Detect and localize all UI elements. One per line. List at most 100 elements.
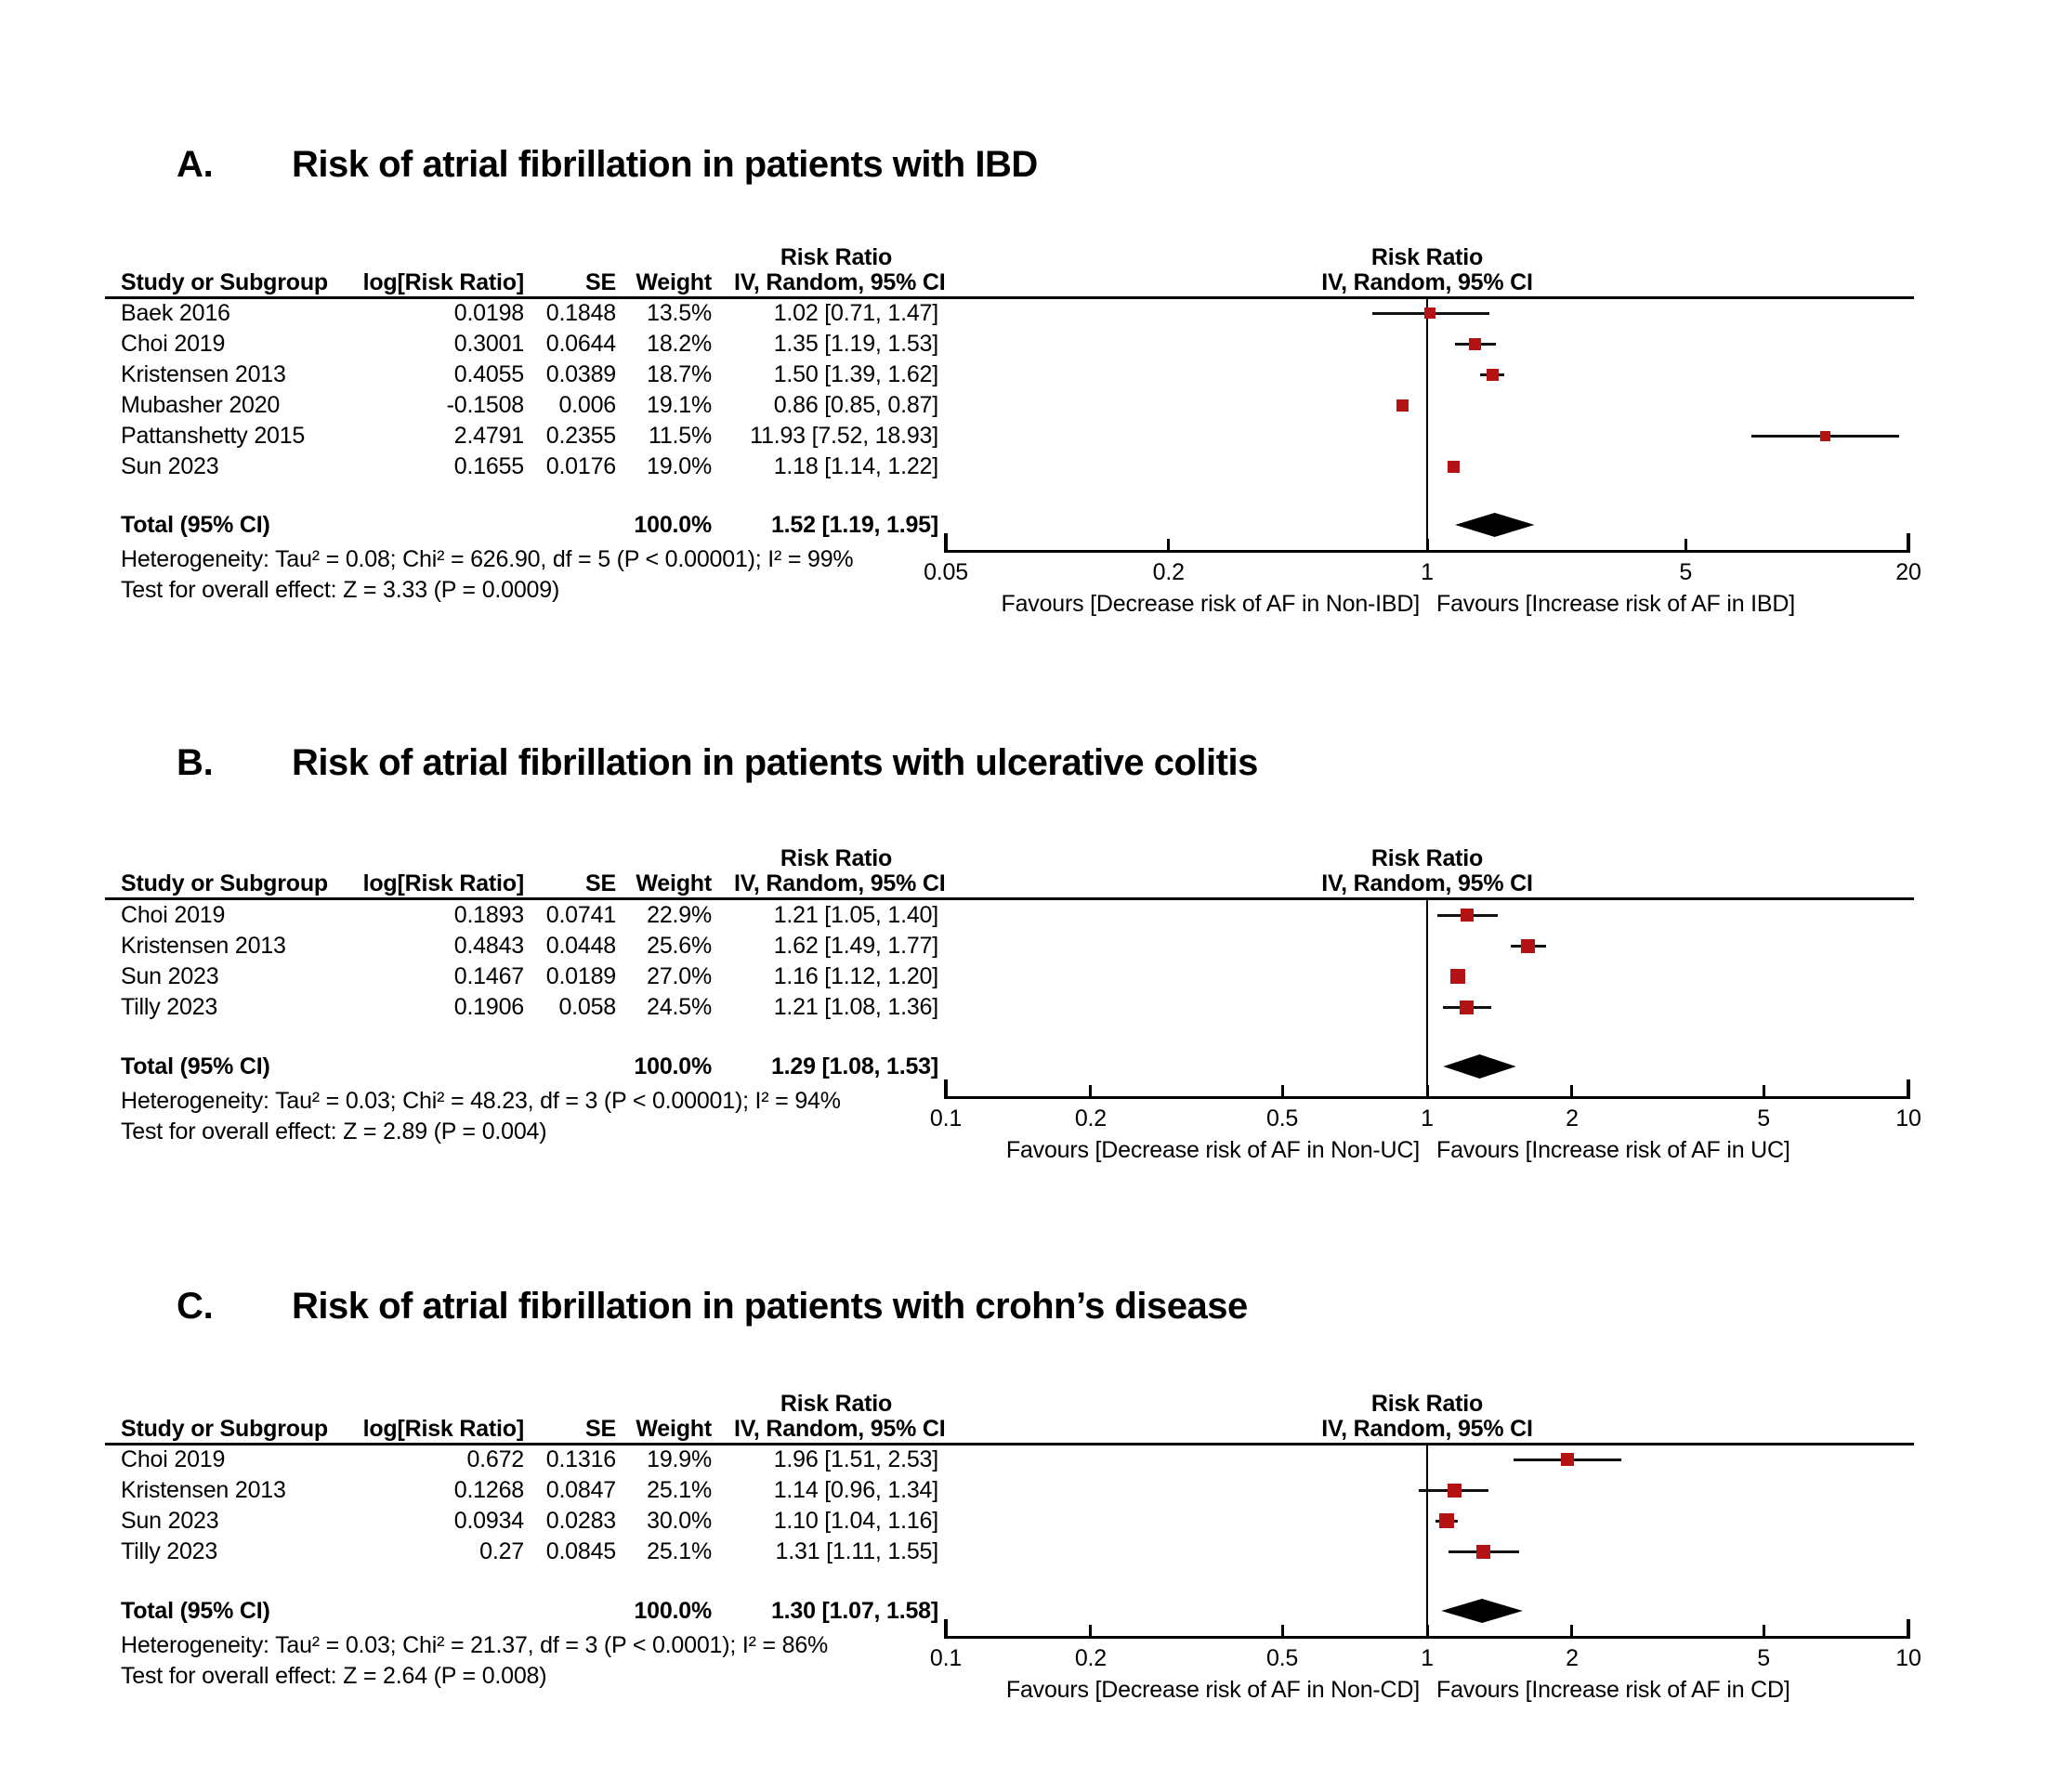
axis-tick-label: 5	[1757, 1645, 1770, 1671]
axis-tick-label: 1	[1421, 559, 1434, 585]
study-log-rr: 0.3001	[453, 331, 524, 357]
axis-tick	[1167, 539, 1171, 553]
study-log-rr: 0.1655	[453, 453, 524, 479]
study-log-rr: 0.0934	[453, 1508, 524, 1534]
axis-tick-label: 0.1	[929, 1105, 963, 1131]
study-ci-text: 1.62 [1.49, 1.77]	[773, 933, 939, 959]
axis-tick-label: 10	[1895, 1105, 1921, 1131]
study-name: Pattanshetty 2015	[121, 423, 306, 449]
axis-tick	[1570, 1085, 1574, 1099]
study-se: 0.2355	[545, 423, 616, 449]
col-header-weight: Weight	[636, 870, 712, 896]
axis-tick	[1280, 1085, 1284, 1099]
panel-title: Risk of atrial fibrillation in patients …	[292, 1286, 1248, 1327]
axis-tick	[1425, 539, 1429, 553]
effect-square	[1820, 430, 1831, 441]
axis-tick-label: 0.2	[1074, 1105, 1107, 1131]
axis-tick-label: 2	[1566, 1645, 1579, 1671]
panel-title: Risk of atrial fibrillation in patients …	[292, 144, 1038, 185]
col-header-method-right: IV, Random, 95% CI	[1321, 1416, 1533, 1442]
axis-tick	[1907, 533, 1910, 553]
favours-left-label: Favours [Decrease risk of AF in Non-IBD]	[1001, 591, 1421, 617]
study-se: 0.0389	[545, 361, 616, 387]
study-log-rr: 0.4055	[453, 361, 524, 387]
overall-effect-text: Test for overall effect: Z = 2.89 (P = 0…	[121, 1118, 547, 1145]
study-ci-text: 11.93 [7.52, 18.93]	[750, 423, 938, 449]
col-header-study: Study or Subgroup	[121, 870, 328, 896]
col-header-method-right: IV, Random, 95% CI	[1321, 870, 1533, 896]
study-se: 0.006	[558, 392, 616, 418]
axis-tick	[1280, 1625, 1284, 1639]
total-ci-text: 1.52 [1.19, 1.95]	[770, 512, 938, 538]
study-weight: 13.5%	[647, 300, 712, 326]
study-name: Choi 2019	[121, 902, 226, 928]
axis-tick-label: 1	[1421, 1105, 1434, 1131]
study-weight: 18.2%	[647, 331, 712, 357]
favours-right-label: Favours [Increase risk of AF in UC]	[1436, 1137, 1790, 1163]
study-ci-text: 1.02 [0.71, 1.47]	[773, 300, 939, 326]
axis-tick	[1425, 1625, 1429, 1639]
study-log-rr: 0.672	[466, 1446, 524, 1472]
total-label: Total (95% CI)	[121, 1598, 270, 1624]
axis-tick	[944, 1619, 948, 1639]
heterogeneity-text: Heterogeneity: Tau² = 0.03; Chi² = 21.37…	[121, 1632, 829, 1658]
effect-square	[1476, 1544, 1491, 1559]
favours-right-label: Favours [Increase risk of AF in CD]	[1436, 1677, 1790, 1703]
study-name: Kristensen 2013	[121, 933, 286, 959]
col-header-effect-right: Risk Ratio	[1370, 1391, 1484, 1417]
col-header-weight: Weight	[636, 1416, 712, 1442]
effect-square	[1424, 307, 1436, 319]
study-ci-text: 1.10 [1.04, 1.16]	[773, 1508, 939, 1534]
panel-label: B.	[177, 742, 214, 783]
header-separator	[105, 897, 1914, 900]
axis-tick	[1089, 1625, 1093, 1639]
study-name: Baek 2016	[121, 300, 230, 326]
study-se: 0.0847	[545, 1477, 616, 1503]
study-se: 0.0845	[545, 1538, 616, 1564]
total-label: Total (95% CI)	[121, 512, 270, 538]
study-weight: 18.7%	[647, 361, 712, 387]
study-log-rr: 2.4791	[453, 423, 524, 449]
axis-tick-label: 20	[1895, 559, 1921, 585]
axis-tick-label: 5	[1679, 559, 1693, 585]
study-name: Tilly 2023	[121, 1538, 218, 1564]
study-ci-text: 0.86 [0.85, 0.87]	[773, 392, 939, 418]
axis-tick-label: 0.5	[1265, 1105, 1299, 1131]
effect-square	[1486, 368, 1499, 381]
col-header-weight: Weight	[636, 269, 712, 295]
favours-left-label: Favours [Decrease risk of AF in Non-UC]	[1005, 1137, 1420, 1163]
study-ci-text: 1.18 [1.14, 1.22]	[773, 453, 939, 479]
study-name: Kristensen 2013	[121, 1477, 286, 1503]
study-log-rr: 0.1906	[453, 994, 524, 1020]
study-name: Sun 2023	[121, 453, 219, 479]
study-weight: 19.1%	[647, 392, 712, 418]
panel-label: A.	[177, 144, 214, 185]
axis-tick	[1907, 1079, 1910, 1099]
study-log-rr: 0.1893	[453, 902, 524, 928]
axis-tick-label: 0.2	[1074, 1645, 1107, 1671]
study-name: Choi 2019	[121, 331, 226, 357]
axis-tick-label: 0.1	[929, 1645, 963, 1671]
study-ci-text: 1.50 [1.39, 1.62]	[773, 361, 939, 387]
study-se: 0.0283	[545, 1508, 616, 1534]
axis-tick	[1570, 1625, 1574, 1639]
panel-title: Risk of atrial fibrillation in patients …	[292, 742, 1258, 783]
col-header-se: SE	[585, 870, 616, 896]
axis-tick-label: 0.2	[1152, 559, 1185, 585]
axis-tick-label: 0.05	[924, 559, 968, 585]
effect-square	[1561, 1453, 1575, 1466]
study-weight: 24.5%	[647, 994, 712, 1020]
col-header-effect-right: Risk Ratio	[1370, 845, 1484, 871]
axis-tick	[944, 533, 948, 553]
study-weight: 25.1%	[647, 1538, 712, 1564]
col-header-effect-left: Risk Ratio	[780, 244, 893, 270]
no-effect-line	[1426, 900, 1428, 1096]
favours-right-label: Favours [Increase risk of AF in IBD]	[1436, 591, 1795, 617]
study-weight: 30.0%	[647, 1508, 712, 1534]
study-log-rr: 0.1467	[453, 963, 524, 989]
study-name: Sun 2023	[121, 963, 219, 989]
study-name: Sun 2023	[121, 1508, 219, 1534]
axis-tick-label: 0.5	[1265, 1645, 1299, 1671]
